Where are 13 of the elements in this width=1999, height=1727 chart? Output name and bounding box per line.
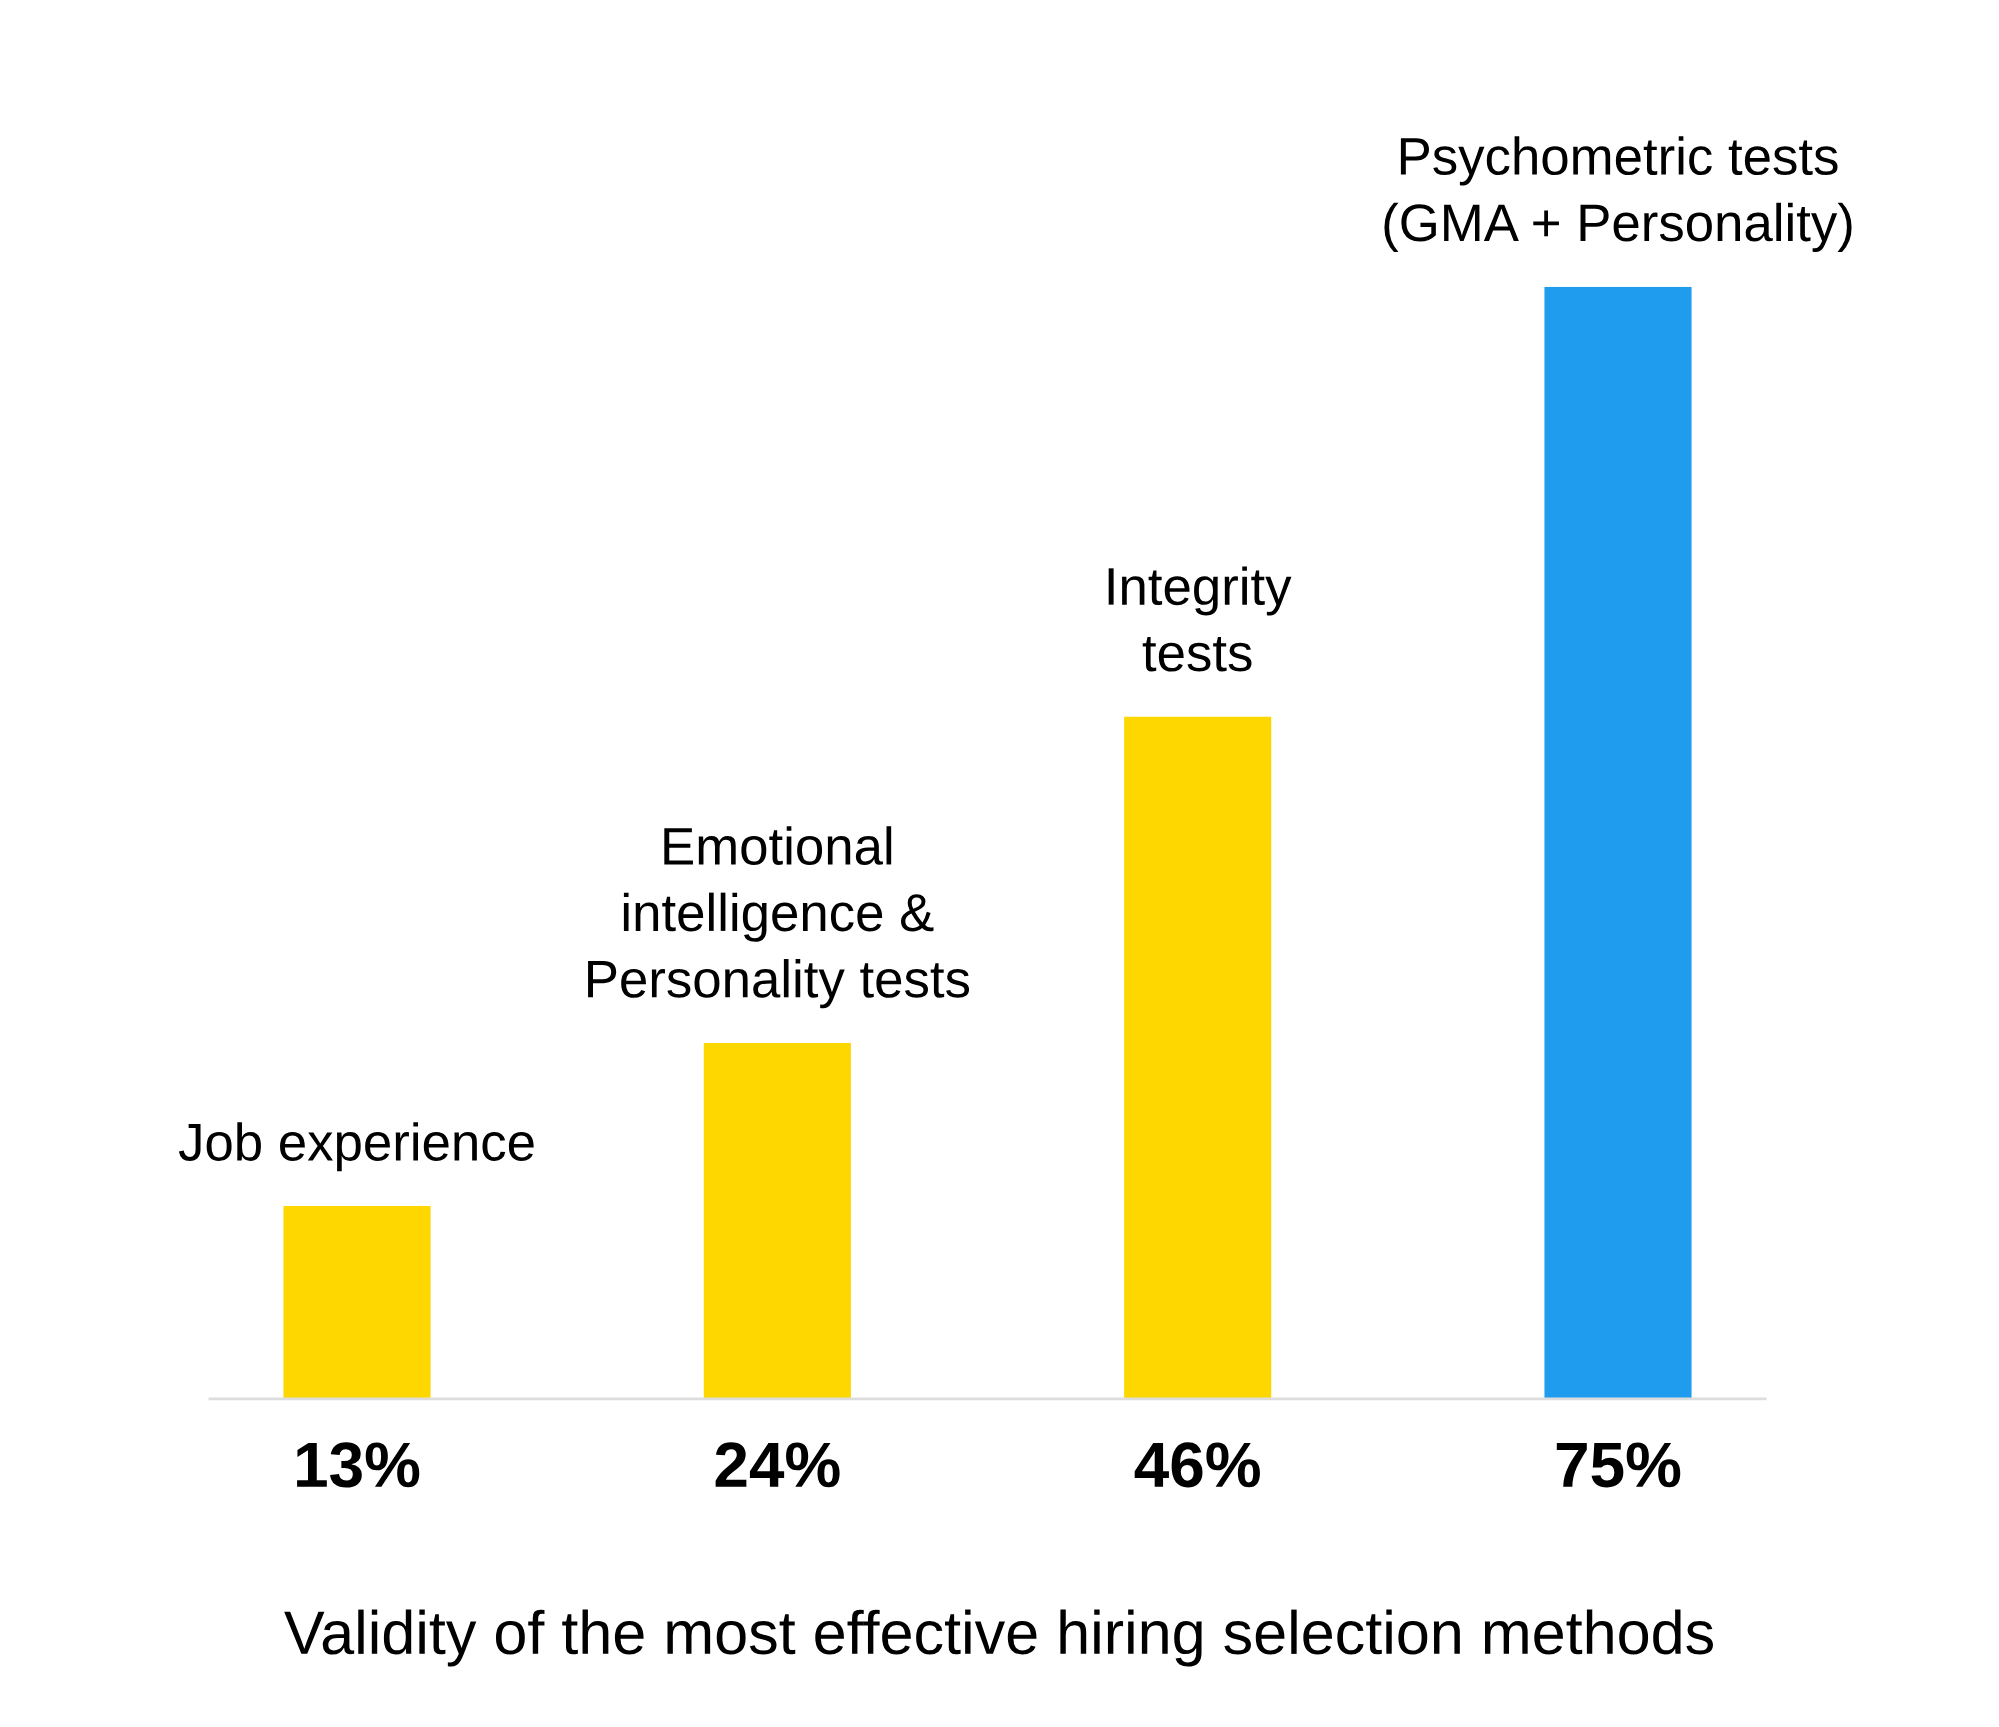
x-tick-label: Psychometric tests (GMA + Personality)	[1384, 136, 1852, 252]
bar	[1124, 716, 1272, 1399]
x-tick-label: Emotional intelligence & Personality tests	[588, 826, 970, 1009]
data-label: 13%	[297, 1442, 420, 1488]
x-tick-label: Integrity tests	[1108, 566, 1292, 672]
bar	[1544, 286, 1692, 1399]
data-label: 46%	[1134, 1442, 1260, 1488]
data-label: 24%	[715, 1442, 840, 1488]
data-label: 75%	[1556, 1442, 1681, 1488]
bar	[703, 1042, 851, 1399]
x-tick-label: Job experience	[178, 1122, 534, 1172]
text: Validity of the most effective hiring selection methods	[284, 1609, 1713, 1667]
bar	[283, 1206, 431, 1399]
